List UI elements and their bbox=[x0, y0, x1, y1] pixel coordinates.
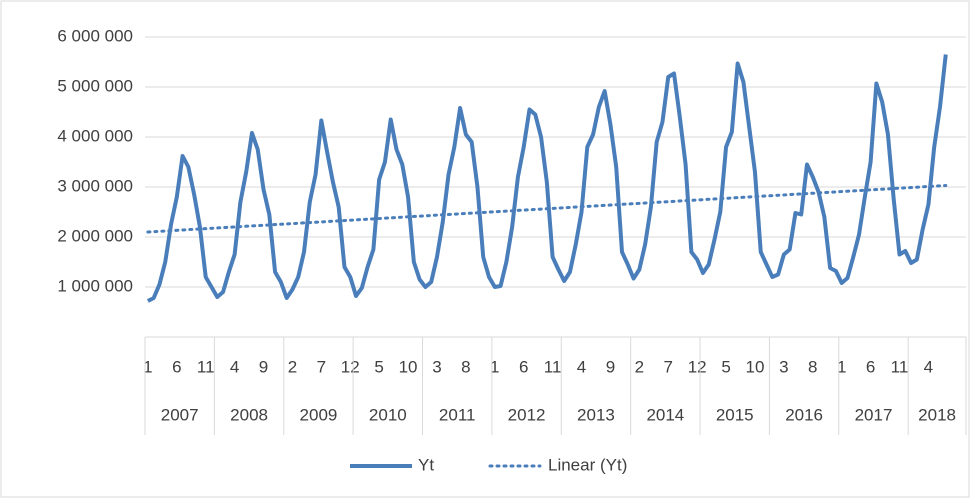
x-tick-label: 11 bbox=[197, 357, 215, 376]
x-tick-label: 2 bbox=[635, 357, 644, 376]
x-tick-label: 4 bbox=[230, 357, 239, 376]
x-tick-label: 3 bbox=[432, 357, 441, 376]
x-group-label: 2015 bbox=[716, 405, 754, 424]
x-tick-label: 5 bbox=[374, 357, 383, 376]
x-tick-label: 11 bbox=[544, 357, 562, 376]
x-tick-label: 1 bbox=[490, 357, 499, 376]
x-tick-label: 8 bbox=[808, 357, 817, 376]
x-tick-label: 8 bbox=[461, 357, 470, 376]
y-tick-label: 1 000 000 bbox=[57, 276, 133, 295]
x-group-label: 2008 bbox=[230, 405, 268, 424]
x-group-label: 2014 bbox=[646, 405, 684, 424]
x-tick-label: 6 bbox=[866, 357, 875, 376]
legend-label: Yt bbox=[418, 455, 434, 474]
y-tick-label: 3 000 000 bbox=[57, 176, 133, 195]
x-tick-label: 7 bbox=[317, 357, 326, 376]
y-tick-label: 4 000 000 bbox=[57, 126, 133, 145]
x-group-label: 2010 bbox=[369, 405, 407, 424]
data-line bbox=[146, 54, 948, 303]
x-tick-label: 7 bbox=[664, 357, 673, 376]
x-tick-label: 10 bbox=[399, 357, 418, 376]
y-tick-label: 2 000 000 bbox=[57, 226, 133, 245]
x-group-label: 2018 bbox=[918, 405, 956, 424]
x-tick-label: 12 bbox=[688, 357, 707, 376]
x-tick-label: 1 bbox=[143, 357, 152, 376]
x-tick-label: 6 bbox=[172, 357, 181, 376]
x-tick-label: 3 bbox=[779, 357, 788, 376]
y-tick-label: 5 000 000 bbox=[57, 76, 133, 95]
x-group-label: 2016 bbox=[785, 405, 823, 424]
x-group-label: 2017 bbox=[855, 405, 893, 424]
x-tick-label: 4 bbox=[924, 357, 933, 376]
y-tick-label: 6 000 000 bbox=[57, 26, 133, 45]
legend-label: Linear (Yt) bbox=[548, 455, 627, 474]
x-group-label: 2011 bbox=[439, 405, 476, 424]
x-tick-label: 4 bbox=[577, 357, 586, 376]
x-group-label: 2007 bbox=[161, 405, 199, 424]
x-tick-label: 11 bbox=[891, 357, 909, 376]
x-group-label: 2013 bbox=[577, 405, 615, 424]
x-tick-label: 1 bbox=[837, 357, 846, 376]
x-tick-label: 2 bbox=[288, 357, 297, 376]
x-tick-label: 10 bbox=[746, 357, 765, 376]
x-tick-label: 9 bbox=[606, 357, 615, 376]
x-group-label: 2012 bbox=[508, 405, 546, 424]
x-tick-label: 5 bbox=[721, 357, 730, 376]
x-group-label: 2009 bbox=[300, 405, 338, 424]
trend-line bbox=[146, 184, 948, 234]
x-tick-label: 6 bbox=[519, 357, 528, 376]
x-tick-label: 12 bbox=[341, 357, 360, 376]
x-tick-label: 9 bbox=[259, 357, 268, 376]
